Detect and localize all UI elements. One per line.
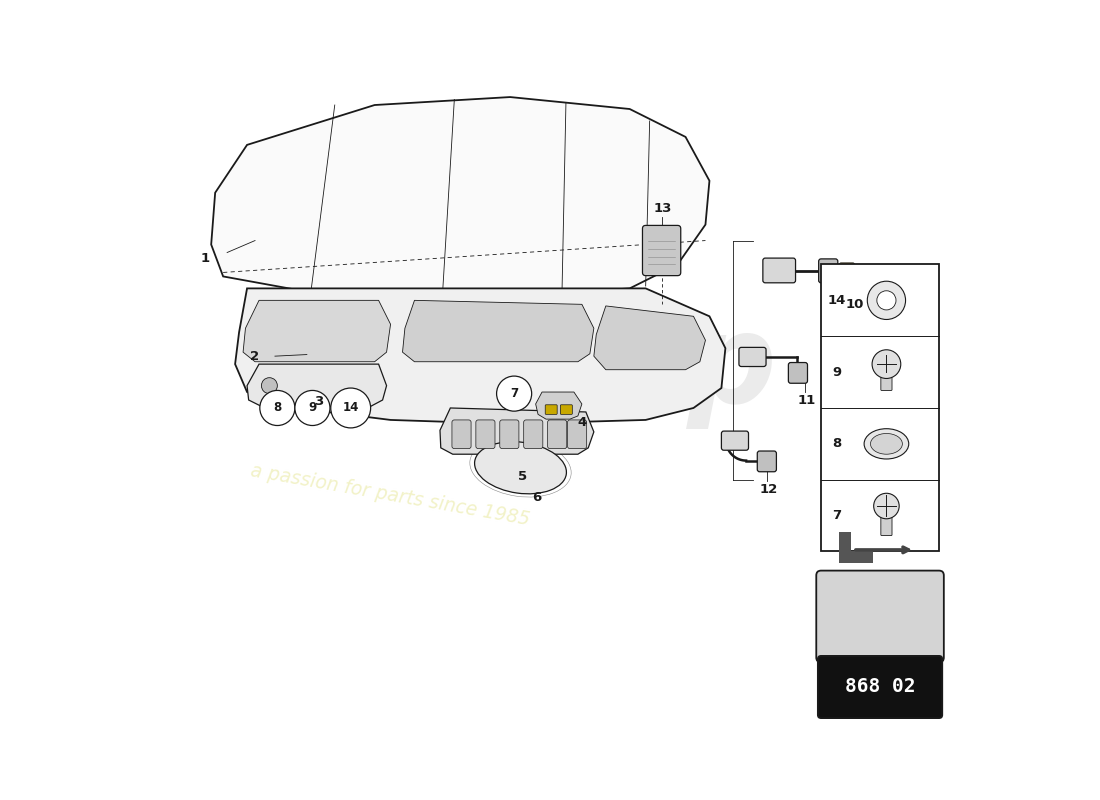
FancyBboxPatch shape xyxy=(739,347,766,366)
FancyBboxPatch shape xyxy=(499,420,519,449)
Text: 3: 3 xyxy=(315,395,323,408)
Polygon shape xyxy=(243,300,390,362)
FancyBboxPatch shape xyxy=(722,431,748,450)
FancyBboxPatch shape xyxy=(839,263,855,278)
Text: 5: 5 xyxy=(517,470,527,483)
FancyBboxPatch shape xyxy=(821,265,939,551)
Text: a passion for parts since 1985: a passion for parts since 1985 xyxy=(250,462,531,530)
Text: 7: 7 xyxy=(833,509,842,522)
Circle shape xyxy=(872,350,901,378)
Text: 14: 14 xyxy=(342,402,359,414)
Polygon shape xyxy=(403,300,594,362)
Text: 12: 12 xyxy=(759,482,778,496)
Text: 11: 11 xyxy=(798,394,816,406)
Polygon shape xyxy=(248,364,386,406)
FancyBboxPatch shape xyxy=(757,451,777,472)
Polygon shape xyxy=(211,97,710,296)
FancyBboxPatch shape xyxy=(642,226,681,276)
Text: 9: 9 xyxy=(833,366,842,378)
Circle shape xyxy=(331,388,371,428)
Circle shape xyxy=(262,378,277,394)
FancyBboxPatch shape xyxy=(476,420,495,449)
FancyBboxPatch shape xyxy=(568,420,586,449)
Circle shape xyxy=(295,390,330,426)
Polygon shape xyxy=(838,531,873,563)
FancyBboxPatch shape xyxy=(452,420,471,449)
Polygon shape xyxy=(440,408,594,454)
Polygon shape xyxy=(594,306,705,370)
Text: 2: 2 xyxy=(251,350,260,362)
Text: 8: 8 xyxy=(833,438,842,450)
Text: 868 02: 868 02 xyxy=(845,678,915,697)
Ellipse shape xyxy=(870,434,902,454)
FancyBboxPatch shape xyxy=(546,405,558,414)
FancyBboxPatch shape xyxy=(816,570,944,662)
Circle shape xyxy=(867,282,905,319)
Text: 8: 8 xyxy=(273,402,282,414)
Ellipse shape xyxy=(474,442,566,494)
FancyBboxPatch shape xyxy=(524,420,542,449)
Text: 4: 4 xyxy=(578,416,586,429)
FancyBboxPatch shape xyxy=(881,506,892,535)
FancyBboxPatch shape xyxy=(763,258,795,283)
Text: 14: 14 xyxy=(828,294,846,307)
Circle shape xyxy=(496,376,531,411)
Text: 9: 9 xyxy=(308,402,317,414)
Polygon shape xyxy=(235,288,725,424)
Circle shape xyxy=(877,290,896,310)
Text: 13: 13 xyxy=(654,202,672,215)
FancyBboxPatch shape xyxy=(818,259,838,283)
FancyBboxPatch shape xyxy=(548,420,566,449)
Text: 10: 10 xyxy=(846,298,864,311)
FancyBboxPatch shape xyxy=(789,362,807,383)
Text: 6: 6 xyxy=(532,490,542,504)
Circle shape xyxy=(260,390,295,426)
FancyBboxPatch shape xyxy=(818,656,943,718)
FancyBboxPatch shape xyxy=(881,363,892,390)
Polygon shape xyxy=(536,392,582,419)
FancyBboxPatch shape xyxy=(560,405,572,414)
Ellipse shape xyxy=(865,429,909,459)
Text: europ: europ xyxy=(366,308,778,429)
Text: 1: 1 xyxy=(201,252,210,266)
Circle shape xyxy=(873,494,899,518)
Text: 7: 7 xyxy=(510,387,518,400)
